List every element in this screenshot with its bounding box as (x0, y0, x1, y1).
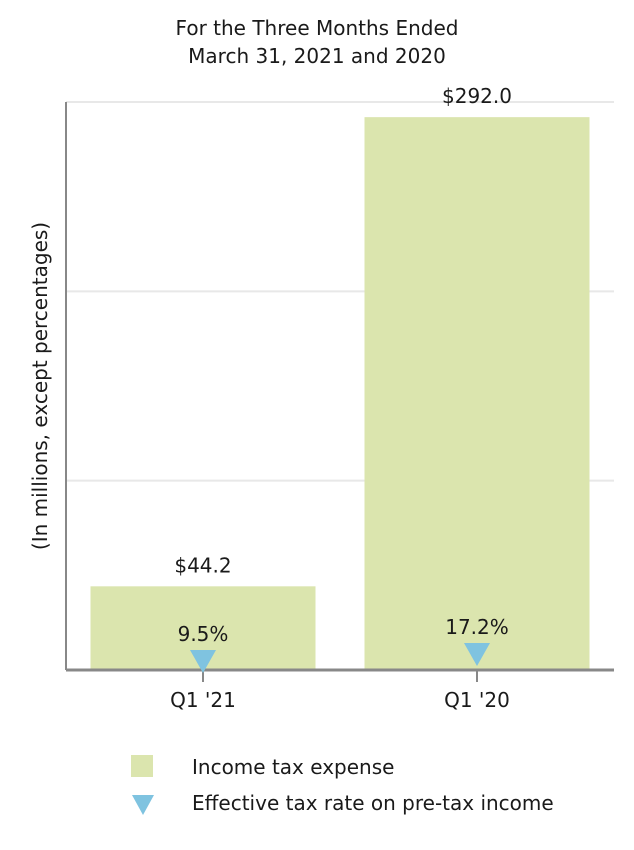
chart-subtitle: March 31, 2021 and 2020 (188, 44, 446, 68)
rate-markers (190, 643, 490, 673)
rate-value-label: 17.2% (445, 615, 509, 639)
axes (65, 102, 614, 672)
bar-value-label: $292.0 (442, 84, 512, 108)
legend-label-effective-tax-rate: Effective tax rate on pre-tax income (192, 791, 554, 815)
legend: Income tax expense Effective tax rate on… (131, 755, 554, 815)
rate-marker (190, 650, 216, 673)
rate-value-label: 9.5% (178, 622, 229, 646)
bars (90, 117, 590, 670)
rate-labels: 9.5% 17.2% (178, 615, 509, 646)
y-axis-label: (In millions, except percentages) (28, 222, 52, 550)
legend-swatch-income-tax-expense (131, 755, 153, 777)
bar-value-label: $44.2 (174, 553, 231, 577)
legend-label-income-tax-expense: Income tax expense (192, 755, 394, 779)
legend-triangle-down-icon (132, 795, 154, 815)
category-label: Q1 '20 (444, 688, 510, 712)
bar-labels: $44.2 $292.0 (174, 84, 512, 577)
category-label: Q1 '21 (170, 688, 236, 712)
rate-marker (464, 643, 490, 666)
x-ticks (202, 670, 478, 682)
chart-title: For the Three Months Ended (176, 16, 459, 40)
category-labels: Q1 '21 Q1 '20 (170, 688, 510, 712)
bar (364, 117, 590, 670)
